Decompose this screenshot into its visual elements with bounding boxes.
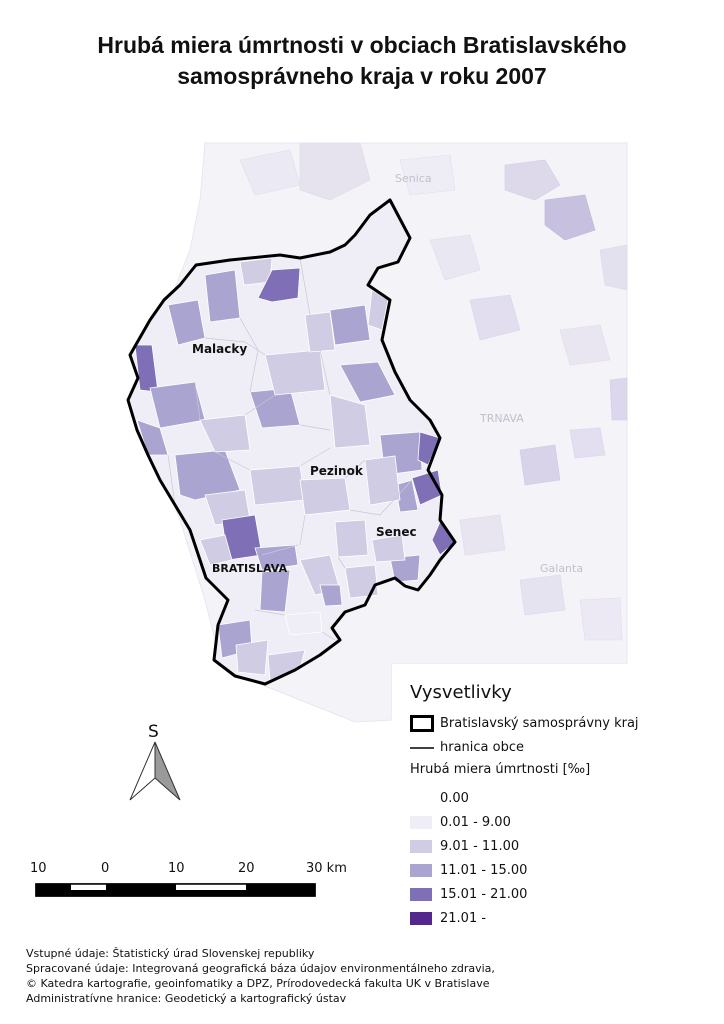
scale-label-2: 0: [101, 861, 110, 876]
scale-bar: [35, 883, 316, 897]
scale-label-4: 20: [238, 861, 255, 876]
legend-region-boundary-icon: [410, 715, 434, 732]
legend-class-4: 11.01 - 15.00: [440, 863, 528, 878]
city-label-malacky: Malacky: [192, 342, 247, 356]
scale-label-1: 10: [30, 861, 47, 876]
legend-class-6: 21.01 -: [440, 911, 487, 926]
credits-line-3: © Katedra kartografie, geoinfomatiky a D…: [26, 977, 490, 990]
legend-region-boundary-label: Bratislavský samosprávny kraj: [440, 716, 639, 731]
north-arrow-label: S: [148, 722, 159, 742]
legend-class-2: 0.01 - 9.00: [440, 815, 511, 830]
legend: Vysvetlivky Bratislavský samosprávny kra…: [392, 664, 724, 944]
city-label-bratislava: BRATISLAVA: [212, 562, 288, 575]
north-arrow-icon: [129, 741, 181, 801]
city-label-senec: Senec: [376, 525, 417, 539]
legend-class-3: 9.01 - 11.00: [440, 839, 520, 854]
legend-swatch-2: [410, 816, 432, 829]
map-title: Hrubá miera úmrtnosti v obciach Bratisla…: [0, 30, 724, 92]
credits-line-1: Vstupné údaje: Štatistický úrad Slovensk…: [26, 947, 315, 960]
credits-line-4: Administratívne hranice: Geodetický a ka…: [26, 992, 347, 1005]
bg-label-senica: Senica: [395, 172, 432, 185]
legend-swatch-4: [410, 864, 432, 877]
city-label-pezinok: Pezinok: [310, 464, 364, 478]
legend-swatch-5: [410, 888, 432, 901]
credits: Vstupné údaje: Štatistický úrad Slovensk…: [26, 946, 495, 1006]
legend-municipality-boundary-icon: [410, 747, 434, 749]
legend-title: Vysvetlivky: [410, 682, 512, 703]
legend-variable-label: Hrubá miera úmrtnosti [‰]: [410, 762, 591, 777]
legend-class-5: 15.01 - 21.00: [440, 887, 528, 902]
scale-label-3: 10: [168, 861, 185, 876]
region-municipalities: [128, 200, 456, 684]
scale-label-5: 30 km: [306, 861, 347, 876]
legend-municipality-boundary-label: hranica obce: [440, 740, 524, 755]
legend-swatch-1: [410, 792, 432, 805]
map-title-line-2: samosprávneho kraja v roku 2007: [177, 63, 547, 89]
region-boundary: [126, 198, 457, 686]
bg-label-trnava: TRNAVA: [479, 412, 524, 425]
credits-line-2: Spracované údaje: Integrovaná geografick…: [26, 962, 495, 975]
legend-class-1: 0.00: [440, 791, 469, 806]
bg-label-galanta: Galanta: [540, 562, 583, 575]
legend-swatch-3: [410, 840, 432, 853]
map-title-line-1: Hrubá miera úmrtnosti v obciach Bratisla…: [97, 32, 627, 58]
legend-swatch-6: [410, 912, 432, 925]
